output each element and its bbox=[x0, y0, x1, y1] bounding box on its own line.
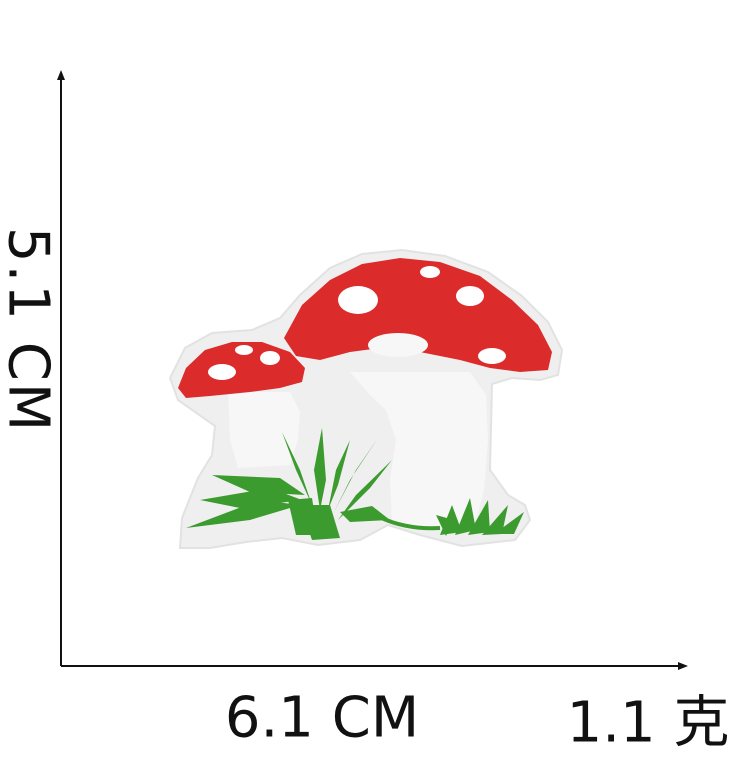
grass-clump-large bbox=[186, 428, 392, 540]
large-mushroom-stem bbox=[350, 372, 488, 530]
large-cap-spot bbox=[456, 286, 484, 306]
small-cap-spot bbox=[260, 351, 280, 365]
small-cap-spot bbox=[235, 345, 253, 355]
height-dimension-label: 5.1 CM bbox=[0, 226, 61, 434]
horizontal-axis-arrow-icon bbox=[678, 662, 688, 670]
vertical-axis-arrow-icon bbox=[57, 70, 65, 80]
large-mushroom-cap bbox=[284, 258, 552, 372]
small-mushroom-stem bbox=[228, 392, 300, 468]
large-cap-spot bbox=[478, 348, 506, 364]
small-cap-spot bbox=[208, 364, 236, 380]
large-cap-underside bbox=[368, 333, 428, 357]
grass-runner bbox=[368, 510, 441, 531]
weight-label: 1.1 克 bbox=[566, 690, 730, 756]
large-cap-spot bbox=[338, 286, 378, 314]
dimension-axes bbox=[60, 76, 682, 667]
mushroom-patch-image bbox=[168, 248, 564, 549]
width-dimension-label: 6.1 CM bbox=[224, 685, 420, 751]
grass-clump-small bbox=[436, 498, 524, 536]
large-cap-spot bbox=[420, 266, 440, 278]
